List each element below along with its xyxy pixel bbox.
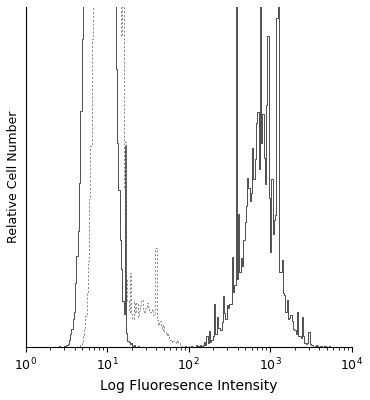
X-axis label: Log Fluoresence Intensity: Log Fluoresence Intensity bbox=[100, 379, 277, 393]
Y-axis label: Relative Cell Number: Relative Cell Number bbox=[7, 111, 20, 243]
